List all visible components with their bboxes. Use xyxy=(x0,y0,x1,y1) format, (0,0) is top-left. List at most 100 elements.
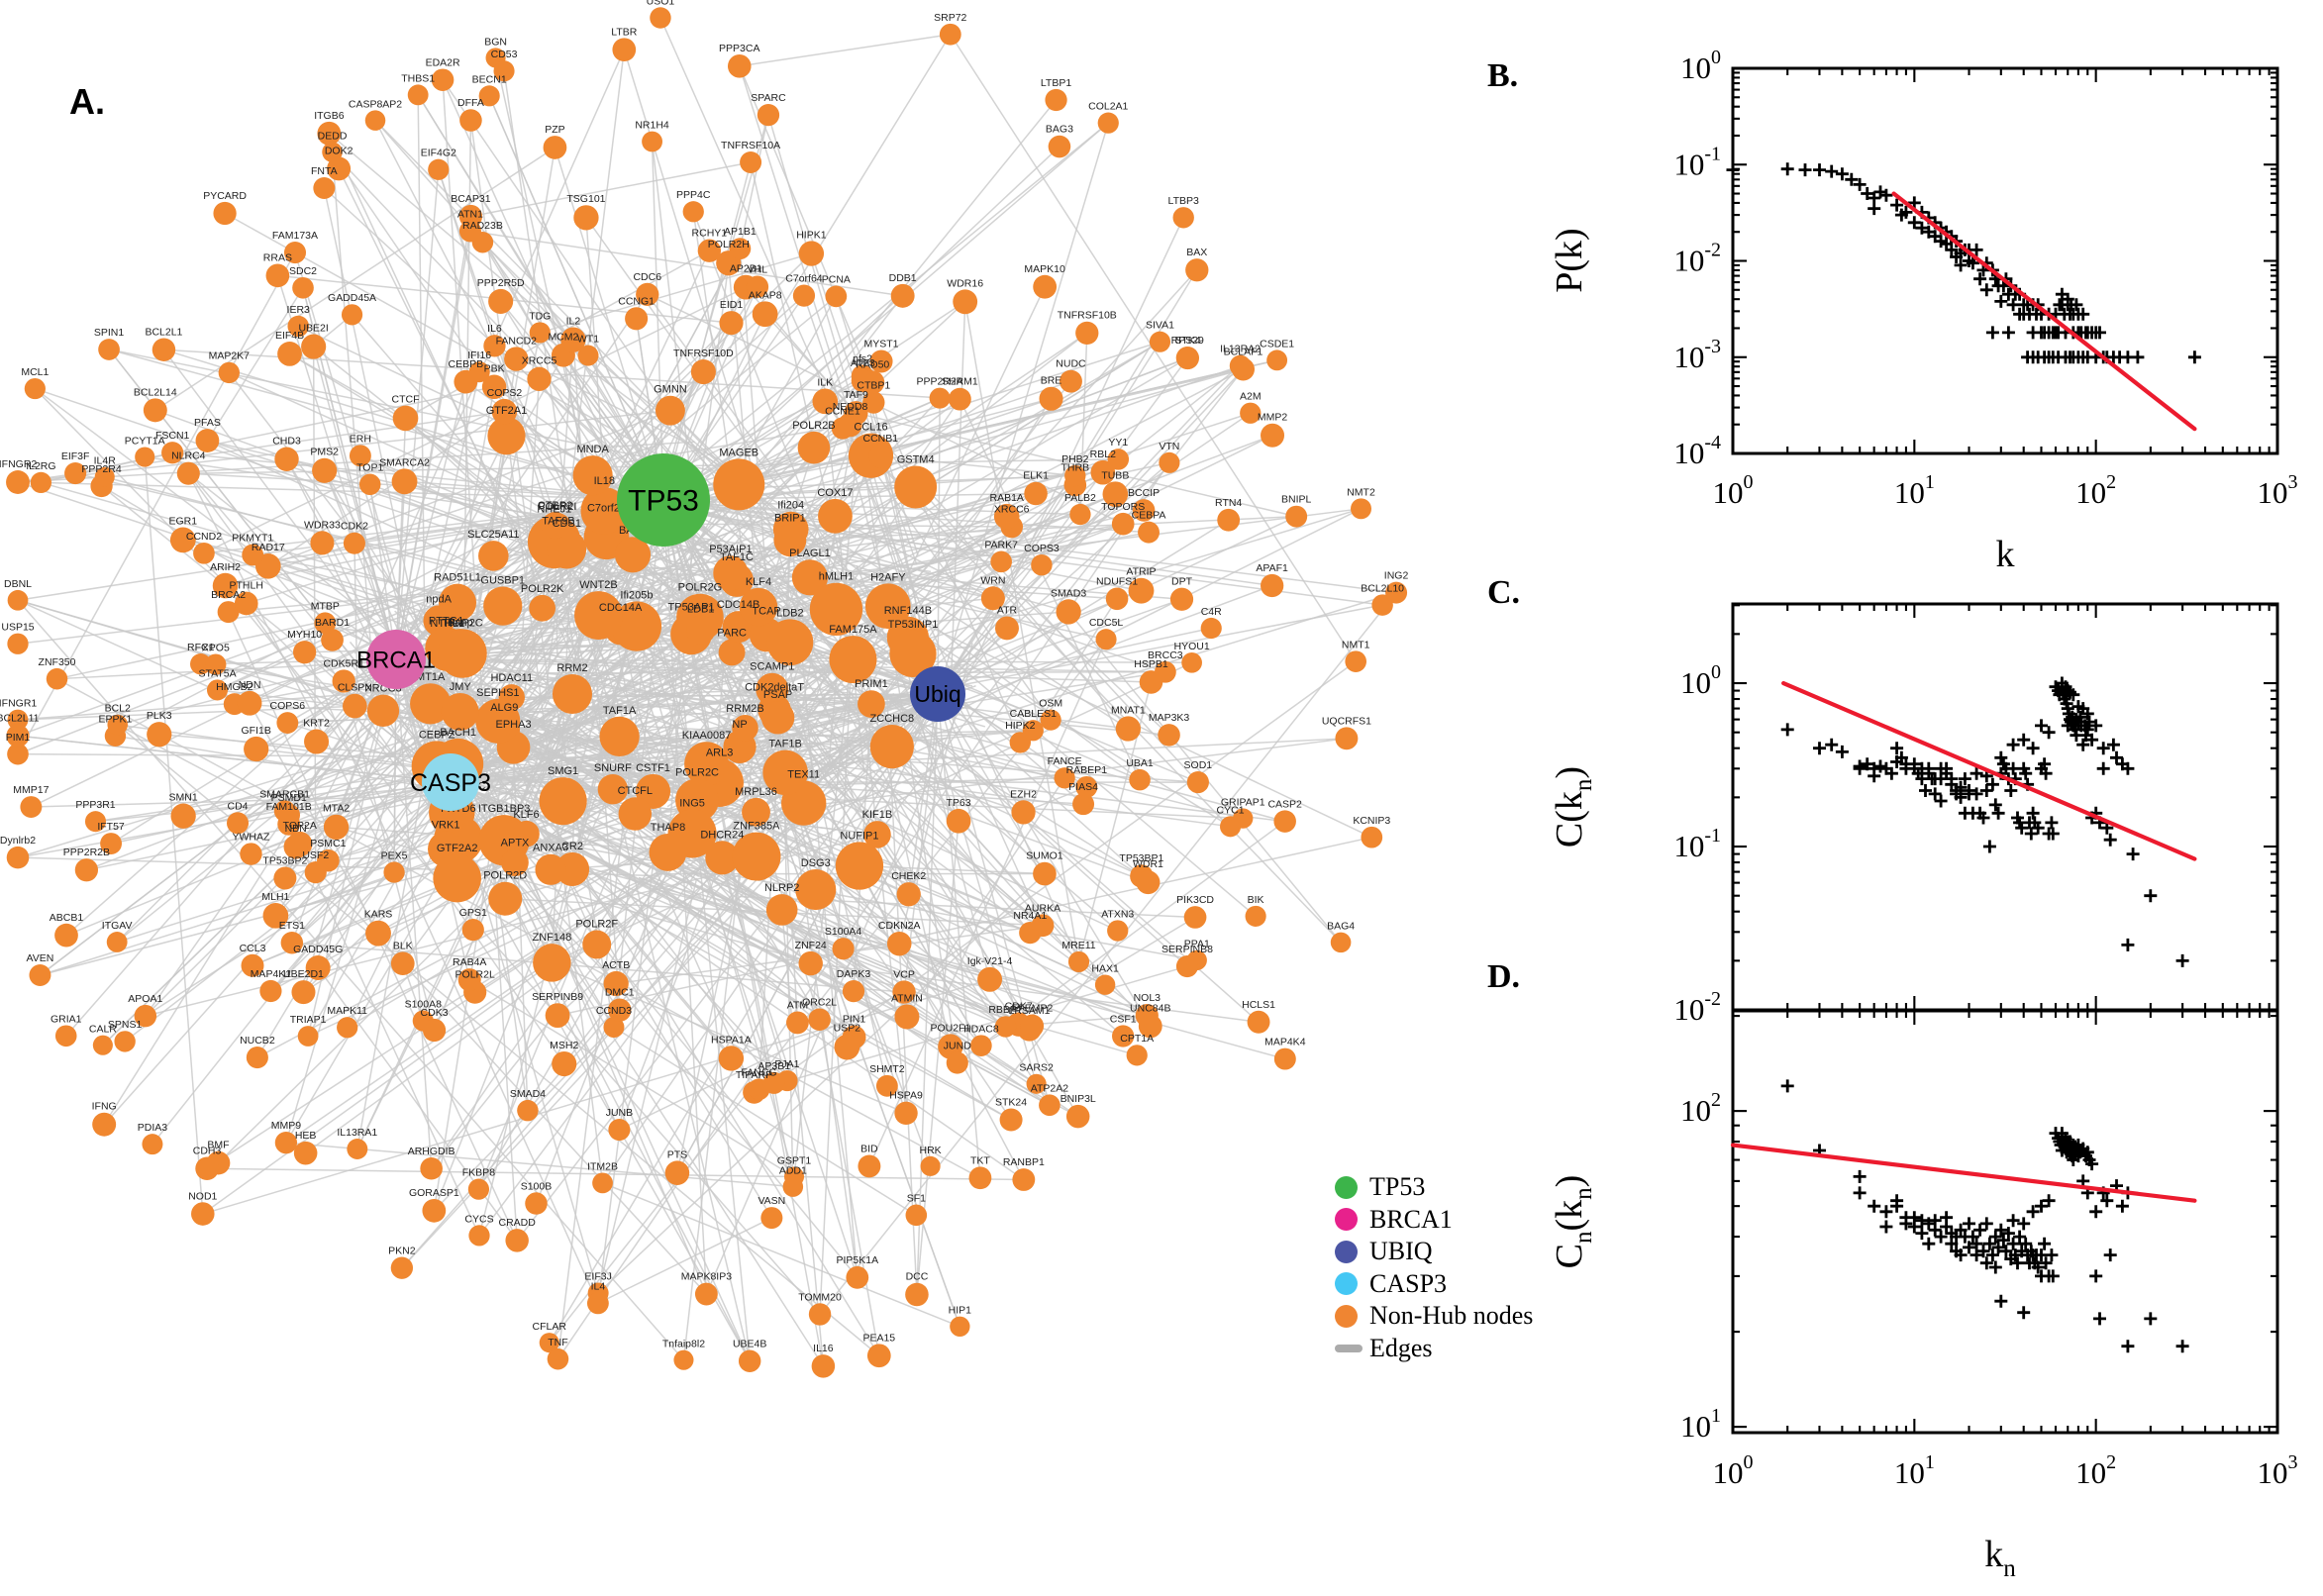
network-edge xyxy=(56,553,634,680)
gene-label: APTX xyxy=(501,837,530,848)
gene-node xyxy=(1097,112,1119,134)
gene-label: IL16 xyxy=(813,1343,834,1354)
gene-node xyxy=(529,594,556,622)
gene-node xyxy=(586,1292,609,1315)
gene-node xyxy=(422,1018,447,1043)
brca1-dot-icon xyxy=(1335,1208,1358,1232)
gene-label: COL2A1 xyxy=(1088,101,1128,113)
gene-node xyxy=(459,109,482,132)
gene-label: TIPARP xyxy=(736,1069,772,1081)
gene-label: DMC1 xyxy=(605,986,635,998)
gene-label: PALB2 xyxy=(1064,492,1096,504)
gene-node xyxy=(504,347,529,371)
legend-label: BRCA1 xyxy=(1369,1204,1453,1234)
gene-label: BCL2 xyxy=(105,703,131,715)
gene-label: JMY xyxy=(450,681,472,693)
gene-node xyxy=(1345,650,1367,672)
gene-label: KARS xyxy=(364,909,393,921)
gene-node xyxy=(457,968,481,992)
gene-node xyxy=(829,636,877,684)
gene-node xyxy=(999,1108,1023,1132)
scatter-points xyxy=(1726,162,2201,364)
gene-node xyxy=(438,583,477,622)
gene-label: SMG1 xyxy=(548,765,578,777)
gene-node xyxy=(441,692,479,731)
network-edge xyxy=(56,678,981,1179)
gene-label: NLRC4 xyxy=(171,450,206,462)
gene-label: ATN1 xyxy=(457,208,483,220)
gene-node xyxy=(742,797,770,827)
gene-node xyxy=(875,1074,898,1097)
network-edge xyxy=(291,781,452,944)
network-edge xyxy=(582,674,1149,883)
gene-label: MSH2 xyxy=(550,1040,578,1051)
gene-node xyxy=(611,601,662,651)
gene-label: RRM2B xyxy=(726,703,764,715)
gene-node xyxy=(390,1256,414,1279)
gene-label: VTN xyxy=(1159,441,1179,452)
gene-label: NEDD8 xyxy=(833,401,868,413)
gene-label: BID xyxy=(860,1143,878,1154)
gene-label: CCNG1 xyxy=(618,295,655,307)
gene-label: SMARCA2 xyxy=(379,456,430,468)
gene-label: TUBB xyxy=(1101,469,1129,481)
gene-label: NDN xyxy=(239,679,261,691)
gene-node xyxy=(46,667,68,690)
gene-node xyxy=(274,1132,298,1154)
gene-node xyxy=(1132,499,1156,522)
gene-label: CDC5L xyxy=(1089,617,1124,629)
network-labels: ARL3 TAF9B Banp npdA ALG9 MAGEB CDC14A DHCR24 TP… xyxy=(0,0,1408,1354)
network-edge xyxy=(450,781,1030,1030)
gene-node xyxy=(1105,587,1129,611)
gene-node xyxy=(321,629,344,651)
gene-label: ARHGDIB xyxy=(408,1146,455,1157)
panel-d-label: D. xyxy=(1487,958,1521,995)
gene-node xyxy=(483,586,523,626)
hub-label-ubiq: Ubiq xyxy=(914,681,960,707)
gene-label: FNTA xyxy=(311,165,338,177)
gene-label: MMP17 xyxy=(13,784,49,796)
network-edge xyxy=(549,639,1107,1344)
gene-node xyxy=(1031,914,1055,938)
gene-label: SDC2 xyxy=(289,265,317,277)
gene-label: GUSBP1 xyxy=(480,574,525,586)
gene-label: CCNB1 xyxy=(863,433,899,445)
gene-label: HDAC11 xyxy=(490,672,533,684)
gene-node xyxy=(237,690,262,716)
gene-node xyxy=(292,276,314,299)
gene-label: GSTM4 xyxy=(897,453,935,465)
gene-label: IFT57 xyxy=(97,821,125,833)
gene-label: npdA xyxy=(426,593,452,605)
gene-label: WRN xyxy=(980,574,1005,586)
gene-node xyxy=(608,1119,631,1142)
gene-node xyxy=(291,980,316,1005)
gene-label: KIAA0087 xyxy=(682,730,732,742)
gene-node xyxy=(1261,423,1285,448)
gene-label: GFI1B xyxy=(242,725,271,737)
legend-label: CASP3 xyxy=(1369,1268,1448,1298)
network-edge xyxy=(450,781,1079,1118)
gene-label: ITGAV xyxy=(102,920,133,932)
gene-node xyxy=(337,1017,358,1039)
gene-node xyxy=(422,1198,447,1223)
gene-label: ARL3 xyxy=(706,747,734,758)
gene-node xyxy=(483,335,506,357)
gene-label: PTS xyxy=(667,1148,687,1160)
gene-label: TOPORS xyxy=(1101,501,1145,513)
gene-label: SHMT2 xyxy=(869,1063,905,1075)
gene-node xyxy=(293,1141,318,1165)
gene-label: IL18 xyxy=(594,475,615,487)
gene-label: NDUFS1 xyxy=(1096,575,1138,587)
gene-node xyxy=(493,60,515,82)
network-edge xyxy=(408,146,1060,758)
gene-label: BGN xyxy=(484,36,507,48)
gene-node xyxy=(808,1303,832,1326)
gene-label: GADD45A xyxy=(328,292,376,304)
gene-label: RNF144B xyxy=(884,605,932,617)
gene-label: CDC6 xyxy=(633,271,661,283)
gene-label: APAF1 xyxy=(1256,562,1288,574)
gene-label: RTN4 xyxy=(1215,497,1242,509)
gene-label: NTHL1 xyxy=(430,618,464,630)
gene-label: SRP72 xyxy=(934,12,966,24)
gene-label: CFLAR xyxy=(533,1321,567,1333)
